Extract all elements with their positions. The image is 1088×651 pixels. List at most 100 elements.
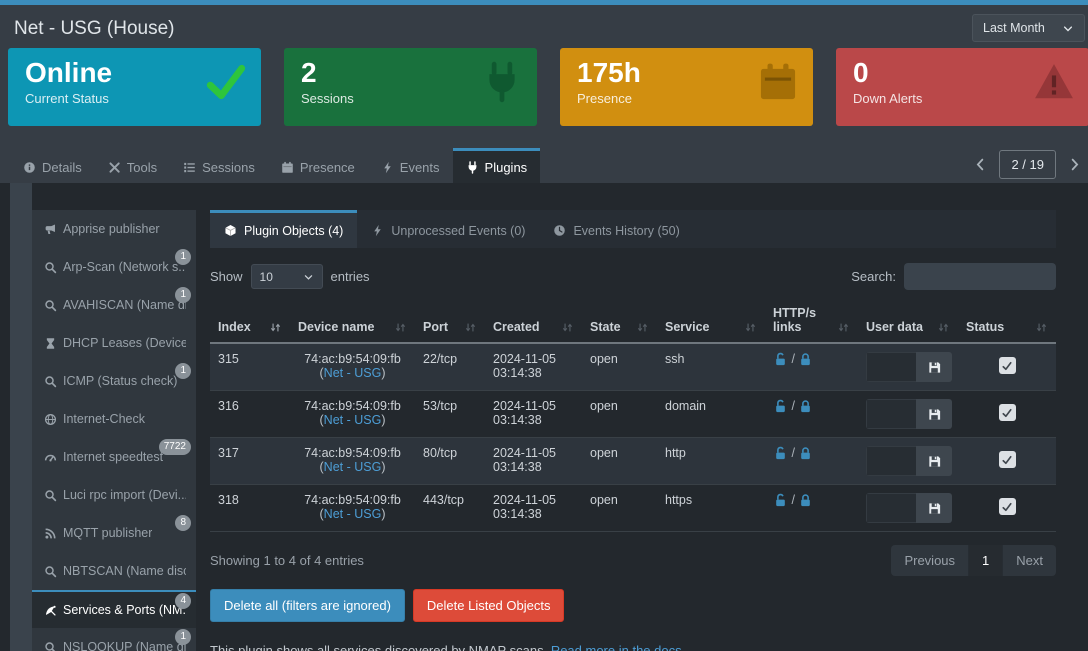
http-link[interactable]	[773, 399, 788, 413]
https-link[interactable]	[798, 446, 813, 460]
device-link[interactable]: Net - USG	[323, 413, 382, 427]
status-checkbox[interactable]	[998, 451, 1016, 468]
device-link[interactable]: Net - USG	[323, 460, 382, 474]
plugin-menu-item-internet-speedtest[interactable]: Internet speedtest 7722	[32, 438, 196, 476]
paren: (	[319, 366, 324, 380]
tab-label: Tools	[126, 159, 158, 175]
user-data-input[interactable]	[866, 352, 916, 382]
column-header-state[interactable]: State	[582, 302, 657, 344]
plugin-menu-item-nslookup-name-di[interactable]: NSLOOKUP (Name di... 1	[32, 628, 196, 651]
search-icon	[45, 565, 57, 577]
panel-tab-unprocessed-events-0[interactable]: Unprocessed Events (0)	[357, 210, 539, 248]
plugin-menu-item-services-ports-nm[interactable]: Services & Ports (NM... 4	[32, 590, 196, 628]
device-link[interactable]: Net - USG	[323, 507, 382, 521]
lock-open-icon	[776, 399, 785, 413]
save-user-data-button[interactable]	[916, 399, 952, 429]
plugin-menu-item-luci-rpc-import-devi[interactable]: Luci rpc import (Devi...	[32, 476, 196, 514]
period-selector[interactable]: Last Month	[972, 14, 1085, 42]
card-label: Presence	[577, 91, 632, 107]
plugin-menu-item-nbtscan-name-disc[interactable]: NBTSCAN (Name disc...	[32, 552, 196, 590]
user-data-input[interactable]	[866, 493, 916, 523]
hourglass-icon	[46, 337, 55, 349]
column-header-http-s-links[interactable]: HTTP/s links	[765, 302, 858, 344]
panel-tab-plugin-objects-4[interactable]: Plugin Objects (4)	[210, 210, 358, 248]
next-page-button[interactable]: Next	[1002, 545, 1056, 576]
read-docs-link[interactable]: Read more in the docs.	[550, 643, 686, 651]
save-user-data-button[interactable]	[916, 493, 952, 523]
next-device-button[interactable]	[1067, 157, 1082, 172]
tab-tools[interactable]: Tools	[95, 148, 170, 183]
plugin-objects-table: Index Device name Port Created State Ser…	[210, 302, 1056, 532]
delete-listed-button[interactable]: Delete Listed Objects	[412, 589, 565, 622]
panel-tab-events-history-50[interactable]: Events History (50)	[539, 210, 693, 248]
calendar-icon	[760, 63, 796, 100]
tab-presence[interactable]: Presence	[268, 148, 368, 183]
tab-details[interactable]: Details	[10, 148, 95, 183]
plugin-menu-item-internet-check[interactable]: Internet-Check	[32, 400, 196, 438]
cell-status	[958, 343, 1056, 391]
check-icon	[1002, 502, 1012, 511]
paren: )	[381, 413, 386, 427]
plugin-menu-item-avahiscan-name-di[interactable]: AVAHISCAN (Name di... 1	[32, 286, 196, 324]
tab-events[interactable]: Events	[368, 148, 453, 183]
previous-page-button[interactable]: Previous	[891, 545, 969, 576]
table-row: 315 74:ac:b9:54:09:fb (Net - USG) 22/tcp…	[210, 343, 1056, 391]
plugin-menu-item-mqtt-publisher[interactable]: MQTT publisher 8	[32, 514, 196, 552]
device-pager-position: 2 / 19	[999, 150, 1056, 179]
user-data-input[interactable]	[866, 399, 916, 429]
save-user-data-button[interactable]	[916, 352, 952, 382]
user-data-input[interactable]	[866, 446, 916, 476]
cell-service: ssh	[665, 352, 685, 366]
clock-icon	[554, 225, 566, 236]
column-header-status[interactable]: Status	[958, 302, 1056, 344]
cell-index: 315	[218, 352, 239, 366]
status-checkbox[interactable]	[998, 404, 1016, 421]
tab-label: Plugins	[484, 159, 528, 175]
status-checkbox[interactable]	[998, 498, 1016, 515]
cell-http-links: /	[765, 391, 858, 438]
http-link[interactable]	[773, 352, 788, 366]
satellite-icon	[46, 605, 56, 616]
column-header-device-name[interactable]: Device name	[290, 302, 415, 344]
table-row: 316 74:ac:b9:54:09:fb (Net - USG) 53/tcp…	[210, 391, 1056, 438]
table-footer: Showing 1 to 4 of 4 entries Previous 1 N…	[210, 545, 1056, 576]
list-icon	[184, 162, 195, 172]
table-row: 318 74:ac:b9:54:09:fb (Net - USG) 443/tc…	[210, 485, 1056, 532]
column-header-user-data[interactable]: User data	[858, 302, 958, 344]
status-card-presence: 175h Presence	[560, 48, 813, 126]
tab-plugins[interactable]: Plugins	[452, 148, 541, 183]
paren: (	[319, 507, 324, 521]
calendar-icon	[282, 161, 293, 173]
plugin-menu-item-dhcp-leases-device[interactable]: DHCP Leases (Device ...	[32, 324, 196, 362]
tab-sessions[interactable]: Sessions	[170, 148, 268, 183]
https-link[interactable]	[798, 352, 813, 366]
search-input[interactable]	[904, 263, 1056, 290]
status-card-down-alerts: 0 Down Alerts	[836, 48, 1088, 126]
status-checkbox[interactable]	[998, 357, 1016, 374]
column-header-service[interactable]: Service	[657, 302, 765, 344]
column-header-port[interactable]: Port	[415, 302, 485, 344]
page-size-select[interactable]: 10	[250, 264, 323, 289]
paren: (	[319, 460, 324, 474]
save-icon	[928, 455, 940, 467]
https-link[interactable]	[798, 399, 813, 413]
http-link[interactable]	[773, 493, 788, 507]
page-1-button[interactable]: 1	[968, 545, 1003, 576]
device-link[interactable]: Net - USG	[323, 366, 382, 380]
rss-icon	[45, 527, 56, 539]
plugin-menu-item-icmp-status-check[interactable]: ICMP (Status check) 1	[32, 362, 196, 400]
http-link[interactable]	[773, 446, 788, 460]
count-badge: 1	[175, 287, 191, 303]
previous-device-button[interactable]	[973, 157, 988, 172]
save-user-data-button[interactable]	[916, 446, 952, 476]
plugin-menu-item-arp-scan-network-s[interactable]: Arp-Scan (Network s... 1	[32, 248, 196, 286]
column-header-created[interactable]: Created	[485, 302, 582, 344]
plugin-menu-item-apprise-publisher[interactable]: Apprise publisher	[32, 210, 196, 248]
table-row: 317 74:ac:b9:54:09:fb (Net - USG) 80/tcp…	[210, 437, 1056, 485]
column-header-index[interactable]: Index	[210, 302, 290, 344]
summary-cards: Online Current Status 2 Sessions 175h Pr…	[8, 48, 1088, 126]
https-link[interactable]	[798, 493, 813, 507]
cell-state: open	[590, 399, 618, 413]
delete-all-button[interactable]: Delete all (filters are ignored)	[210, 589, 405, 622]
table-header-row: Index Device name Port Created State Ser…	[210, 302, 1056, 344]
